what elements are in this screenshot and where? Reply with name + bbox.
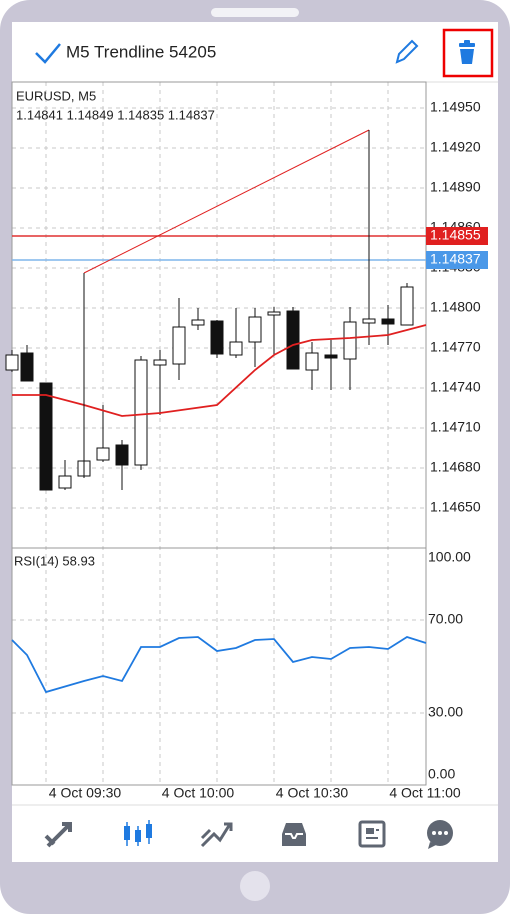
candle-body — [305, 352, 319, 371]
rsi-axis-label: 0.00 — [428, 766, 455, 782]
bid-marker — [426, 251, 488, 269]
candle-body — [248, 316, 262, 343]
candle-body — [39, 382, 53, 491]
rsi-axis-label: 30.00 — [428, 704, 463, 720]
bid-marker-label: 1.14837 — [430, 251, 481, 267]
rsi-axis-label: 100.00 — [428, 549, 471, 565]
chart-icon[interactable] — [124, 820, 152, 846]
candle-body — [381, 318, 395, 325]
candle-body — [134, 359, 148, 466]
candle-body — [5, 354, 19, 371]
time-label: 4 Oct 10:00 — [162, 785, 235, 801]
plot — [5, 129, 427, 694]
price-label: 1.14740 — [430, 379, 481, 395]
price-label: 1.14680 — [430, 459, 481, 475]
price-label: 1.14920 — [430, 139, 481, 155]
grid — [12, 82, 426, 785]
level-marker — [426, 227, 488, 245]
price-label: 1.14710 — [430, 419, 481, 435]
candle-body — [267, 311, 281, 316]
edit-icon[interactable] — [395, 39, 419, 64]
candle-body — [400, 286, 414, 326]
speaker — [211, 8, 299, 17]
time-label: 4 Oct 11:00 — [389, 785, 461, 801]
confirm-icon[interactable] — [35, 43, 61, 64]
candle-body — [324, 354, 338, 359]
rsi-label: RSI(14) 58.93 — [14, 553, 95, 568]
candle-body — [191, 319, 205, 326]
price-label: 1.14950 — [430, 99, 481, 115]
trade-icon[interactable] — [200, 822, 233, 848]
candle-body — [58, 475, 72, 489]
price-label: 1.14770 — [430, 339, 481, 355]
time-label: 4 Oct 09:30 — [49, 785, 122, 801]
axes: 1.149501.149201.148901.148601.148301.148… — [49, 99, 488, 801]
candle-body — [153, 359, 167, 366]
news-icon[interactable] — [358, 820, 386, 848]
time-label: 4 Oct 10:30 — [276, 785, 349, 801]
chat-icon[interactable] — [427, 820, 453, 849]
price-label: 1.14650 — [430, 499, 481, 515]
candle-body — [362, 318, 376, 324]
candle-body — [286, 310, 300, 370]
price-label: 1.14890 — [430, 179, 481, 195]
history-icon[interactable] — [282, 823, 306, 846]
symbol: EURUSD, M5 — [16, 88, 96, 103]
rsi-axis-label: 70.00 — [428, 611, 463, 627]
candle-body — [229, 341, 243, 356]
price-label: 1.14800 — [430, 299, 481, 315]
rsi-line — [11, 636, 427, 694]
highlight-box — [442, 28, 494, 78]
candle-body — [96, 447, 110, 461]
quotes-icon[interactable] — [44, 822, 72, 848]
candle-body — [210, 320, 224, 355]
trendline — [83, 129, 370, 274]
title: M5 Trendline 54205 — [66, 42, 216, 61]
screen — [12, 22, 498, 862]
candle-body — [343, 321, 357, 360]
rsi-pane — [11, 547, 427, 786]
candle-body — [172, 326, 186, 365]
candle-body — [115, 444, 129, 466]
home-button[interactable] — [240, 871, 270, 901]
candle-body — [20, 352, 34, 382]
ohlc: 1.14841 1.14849 1.14835 1.14837 — [16, 107, 215, 122]
level-marker-label: 1.14855 — [430, 227, 481, 243]
delete-icon[interactable] — [459, 40, 475, 64]
